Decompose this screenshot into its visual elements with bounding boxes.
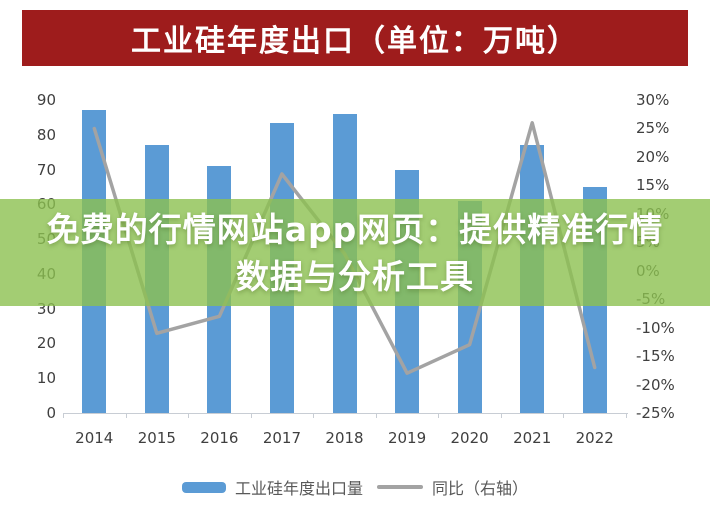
right-axis-tick-15%: 15% [636, 176, 670, 195]
left-axis-tick-0: 0 [46, 404, 56, 422]
right-axis-tick-25%: 25% [636, 119, 670, 138]
legend-label-export: 工业硅年度出口量 [234, 479, 363, 498]
right-axis-tick--20%: -20% [636, 375, 675, 394]
x-axis-label-2018: 2018 [325, 429, 364, 447]
x-axis-tickmark [500, 413, 502, 418]
x-axis-tickmark [375, 413, 377, 418]
chart-legend: 工业硅年度出口量 同比（右轴） [0, 475, 710, 499]
line-legend-swatch [377, 485, 423, 489]
x-axis-label-2020: 2020 [450, 429, 489, 447]
x-axis-tickmark [438, 413, 440, 418]
left-axis-tick-80: 80 [36, 125, 56, 144]
promo-text-line2: 数据与分析工具 [236, 256, 474, 296]
x-axis-label-2016: 2016 [200, 429, 239, 447]
x-axis-label-2015: 2015 [137, 429, 176, 447]
x-axis-label-2019: 2019 [387, 429, 427, 447]
left-axis-tick-10: 10 [36, 369, 56, 388]
bar-legend-swatch [181, 481, 226, 493]
chart-title: 工业硅年度出口（单位：万吨） [131, 24, 579, 59]
chart-title-banner: 工业硅年度出口（单位：万吨） [22, 10, 688, 66]
legend-label-yoy: 同比（右轴） [432, 479, 529, 498]
x-axis-tickmark [250, 413, 252, 418]
left-axis-tick-90: 90 [36, 91, 56, 109]
right-axis-tick--25%: -25% [636, 404, 675, 422]
legend-item-yoy: 同比（右轴） [377, 475, 528, 499]
x-axis-label-2017: 2017 [262, 429, 302, 447]
right-axis-tick-30%: 30% [636, 91, 670, 109]
promo-text-line1: 免费的行情网站app网页：提供精准行情 [46, 209, 664, 249]
left-axis-tick-20: 20 [36, 334, 56, 353]
legend-item-export: 工业硅年度出口量 [181, 475, 363, 499]
right-axis-tick--15%: -15% [636, 347, 675, 366]
x-axis-tickmark [125, 413, 127, 418]
x-axis-tickmark [313, 413, 315, 418]
x-axis-label-2022: 2022 [575, 429, 614, 447]
promo-overlay-banner: 免费的行情网站app网页：提供精准行情 数据与分析工具 [0, 199, 710, 306]
x-axis-label-2014: 2014 [75, 429, 114, 447]
right-axis-tick--10%: -10% [636, 318, 675, 337]
x-axis-label-2021: 2021 [513, 429, 552, 447]
x-axis-tickmark [63, 413, 64, 418]
x-axis-tickmark [626, 413, 627, 418]
x-axis-tickmark [188, 413, 190, 418]
x-axis-tickmark [563, 413, 565, 418]
left-axis-tick-70: 70 [36, 160, 56, 179]
right-axis-tick-20%: 20% [636, 147, 670, 166]
x-axis-line [63, 413, 628, 414]
